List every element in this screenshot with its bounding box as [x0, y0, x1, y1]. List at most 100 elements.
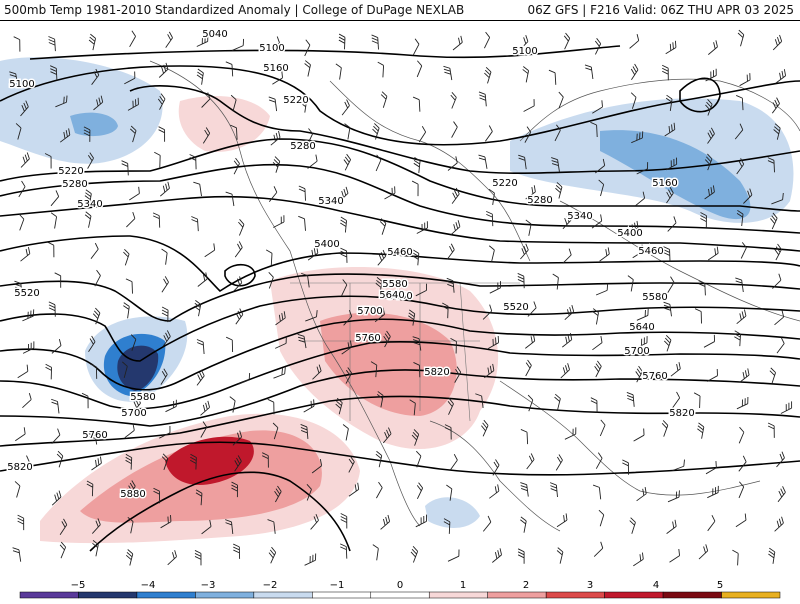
wind-barb [487, 335, 499, 349]
wind-barb [84, 211, 92, 228]
wind-barb [87, 152, 94, 169]
wind-barb [636, 486, 647, 502]
wind-barb [127, 97, 139, 111]
wind-barb [129, 30, 136, 48]
wind-barb [665, 40, 677, 55]
wind-barb [338, 186, 349, 202]
wind-barb [556, 547, 564, 564]
wind-barb [130, 334, 137, 351]
wind-barb [707, 246, 719, 261]
wind-barb [520, 428, 529, 445]
wind-barb [383, 330, 391, 348]
wind-barb [666, 519, 677, 534]
map-title: 500mb Temp 1981-2010 Standardized Anomal… [4, 3, 465, 17]
wind-barb [265, 249, 273, 266]
wind-barb [59, 541, 67, 559]
wind-barb [304, 553, 317, 566]
wind-barb [335, 397, 343, 415]
wind-barb [670, 362, 681, 377]
wind-barb [340, 247, 348, 263]
wind-barb [161, 248, 168, 265]
wind-barb [739, 73, 751, 87]
wind-barb [626, 391, 635, 407]
wind-barb [191, 216, 199, 232]
wind-barb [300, 424, 309, 439]
wind-barb [636, 308, 649, 321]
wind-barb [707, 127, 715, 144]
warm-anomaly-west-mid [320, 312, 457, 416]
wind-barb [584, 64, 594, 80]
wind-barb [667, 276, 675, 293]
contour-label: 5400 [617, 228, 642, 239]
wind-barb [90, 242, 99, 259]
wind-barb [527, 394, 534, 412]
wind-barb [129, 186, 140, 201]
wind-barb [22, 341, 35, 354]
wind-barb [774, 310, 785, 326]
wind-barb [51, 428, 61, 445]
wind-barb [525, 185, 536, 200]
wind-barb [125, 278, 133, 294]
wind-barb [416, 482, 424, 499]
wind-barb [132, 396, 141, 413]
wind-barb [661, 64, 669, 81]
wind-barb [736, 210, 744, 227]
wind-barb [81, 392, 89, 409]
wind-barb [635, 365, 643, 383]
wind-barb [486, 210, 494, 227]
wind-barb [517, 548, 525, 564]
wind-barb [307, 246, 319, 261]
wind-barb [268, 546, 277, 564]
wind-barb [268, 272, 274, 289]
wind-barb [126, 212, 136, 228]
wind-barb [20, 247, 31, 262]
wind-barb [484, 66, 492, 84]
wind-barb [167, 550, 177, 566]
wind-barb [306, 484, 312, 501]
wind-barb [345, 367, 353, 384]
wind-barb [527, 301, 537, 317]
wind-barb [594, 360, 602, 378]
wind-barb [129, 125, 137, 143]
wind-barb [705, 68, 717, 82]
wind-barb [630, 92, 637, 109]
wind-barb [450, 337, 457, 354]
wind-barb [520, 243, 529, 260]
wind-barb [268, 96, 278, 112]
wind-barb [412, 249, 420, 266]
wind-barb [488, 188, 495, 205]
colorbar-tick-label: −2 [263, 580, 278, 591]
wind-barb [161, 306, 169, 323]
colorbar-tick-label: 5 [717, 580, 723, 591]
wind-barb [734, 330, 741, 347]
colorbar-segment [78, 591, 138, 599]
wind-barb [375, 450, 383, 468]
wind-barb [273, 215, 285, 228]
wind-barb [743, 188, 753, 204]
wind-barb [519, 35, 529, 51]
contour-label: 5760 [642, 371, 667, 382]
wind-barb [341, 340, 352, 355]
colorbar-segment [487, 591, 547, 599]
wind-barb [51, 490, 62, 506]
wind-barb [195, 489, 203, 506]
contour-label: 5160 [652, 178, 677, 189]
weather-map[interactable]: 5040 5100 5100 5100 5160 5160 5220 5220 5220 5280… [0, 21, 800, 576]
wind-barb [384, 186, 396, 200]
wind-barb [270, 36, 280, 52]
wind-barb [86, 480, 94, 497]
wind-barb [160, 368, 168, 385]
wind-barb [629, 33, 640, 49]
wind-barb [165, 399, 177, 413]
wind-barb [740, 242, 747, 259]
wind-barb [769, 367, 776, 385]
wind-barb [734, 123, 744, 140]
wind-barb [14, 280, 23, 296]
contour-label: 5040 [202, 29, 227, 40]
wind-barb [775, 69, 787, 84]
contour-label: 5580 [382, 279, 407, 290]
wind-barb [415, 514, 427, 528]
wind-barb [525, 334, 536, 349]
wind-barb [127, 517, 134, 534]
wind-barb [88, 430, 98, 445]
